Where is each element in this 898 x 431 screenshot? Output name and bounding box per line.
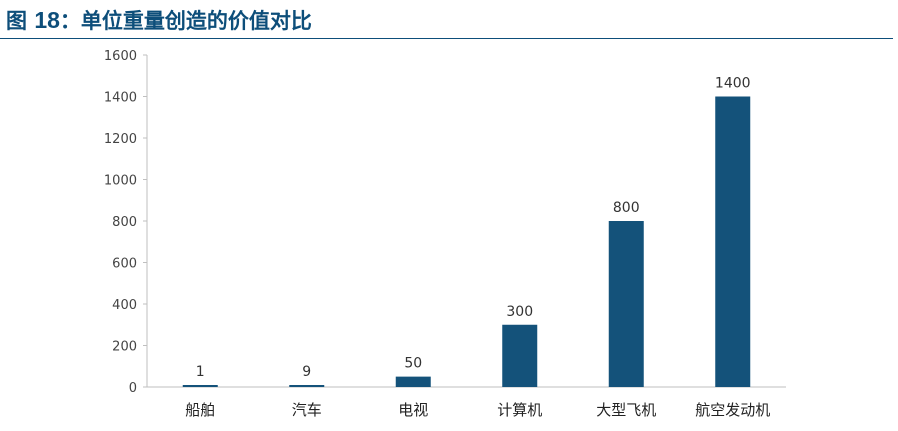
x-tick-label: 航空发动机 — [695, 401, 770, 419]
title-divider — [0, 38, 893, 39]
figure-caption: 单位重量创造的价值对比 — [80, 9, 312, 33]
y-tick-label: 0 — [129, 381, 137, 396]
y-tick-label: 1000 — [104, 174, 137, 189]
bar — [715, 96, 751, 387]
y-tick-label: 1400 — [104, 91, 137, 106]
bar — [395, 376, 431, 387]
data-label: 1400 — [715, 76, 751, 92]
x-tick-label: 电视 — [398, 401, 428, 419]
x-tick-label: 大型飞机 — [596, 401, 656, 419]
figure-title: 图 18：单位重量创造的价值对比 — [6, 4, 312, 36]
x-tick-label: 汽车 — [292, 401, 322, 419]
figure-separator: ： — [59, 9, 81, 33]
y-tick-label: 600 — [112, 257, 137, 272]
data-label: 300 — [506, 304, 533, 320]
x-tick-label: 计算机 — [497, 401, 542, 419]
bar — [608, 221, 644, 387]
data-label: 50 — [404, 356, 422, 372]
data-label: 1 — [196, 364, 205, 380]
data-label: 9 — [302, 364, 311, 380]
bar — [502, 324, 538, 387]
y-tick-label: 1600 — [104, 49, 137, 64]
figure-prefix: 图 — [6, 9, 27, 33]
y-tick-label: 800 — [112, 215, 137, 230]
x-tick-label: 船舶 — [185, 401, 215, 419]
bar — [289, 385, 325, 387]
data-label: 800 — [613, 200, 640, 216]
y-tick-label: 400 — [112, 298, 137, 313]
figure-number: 18 — [34, 7, 60, 33]
bar — [182, 385, 218, 387]
y-tick-label: 200 — [112, 340, 137, 355]
y-tick-label: 1200 — [104, 132, 137, 147]
